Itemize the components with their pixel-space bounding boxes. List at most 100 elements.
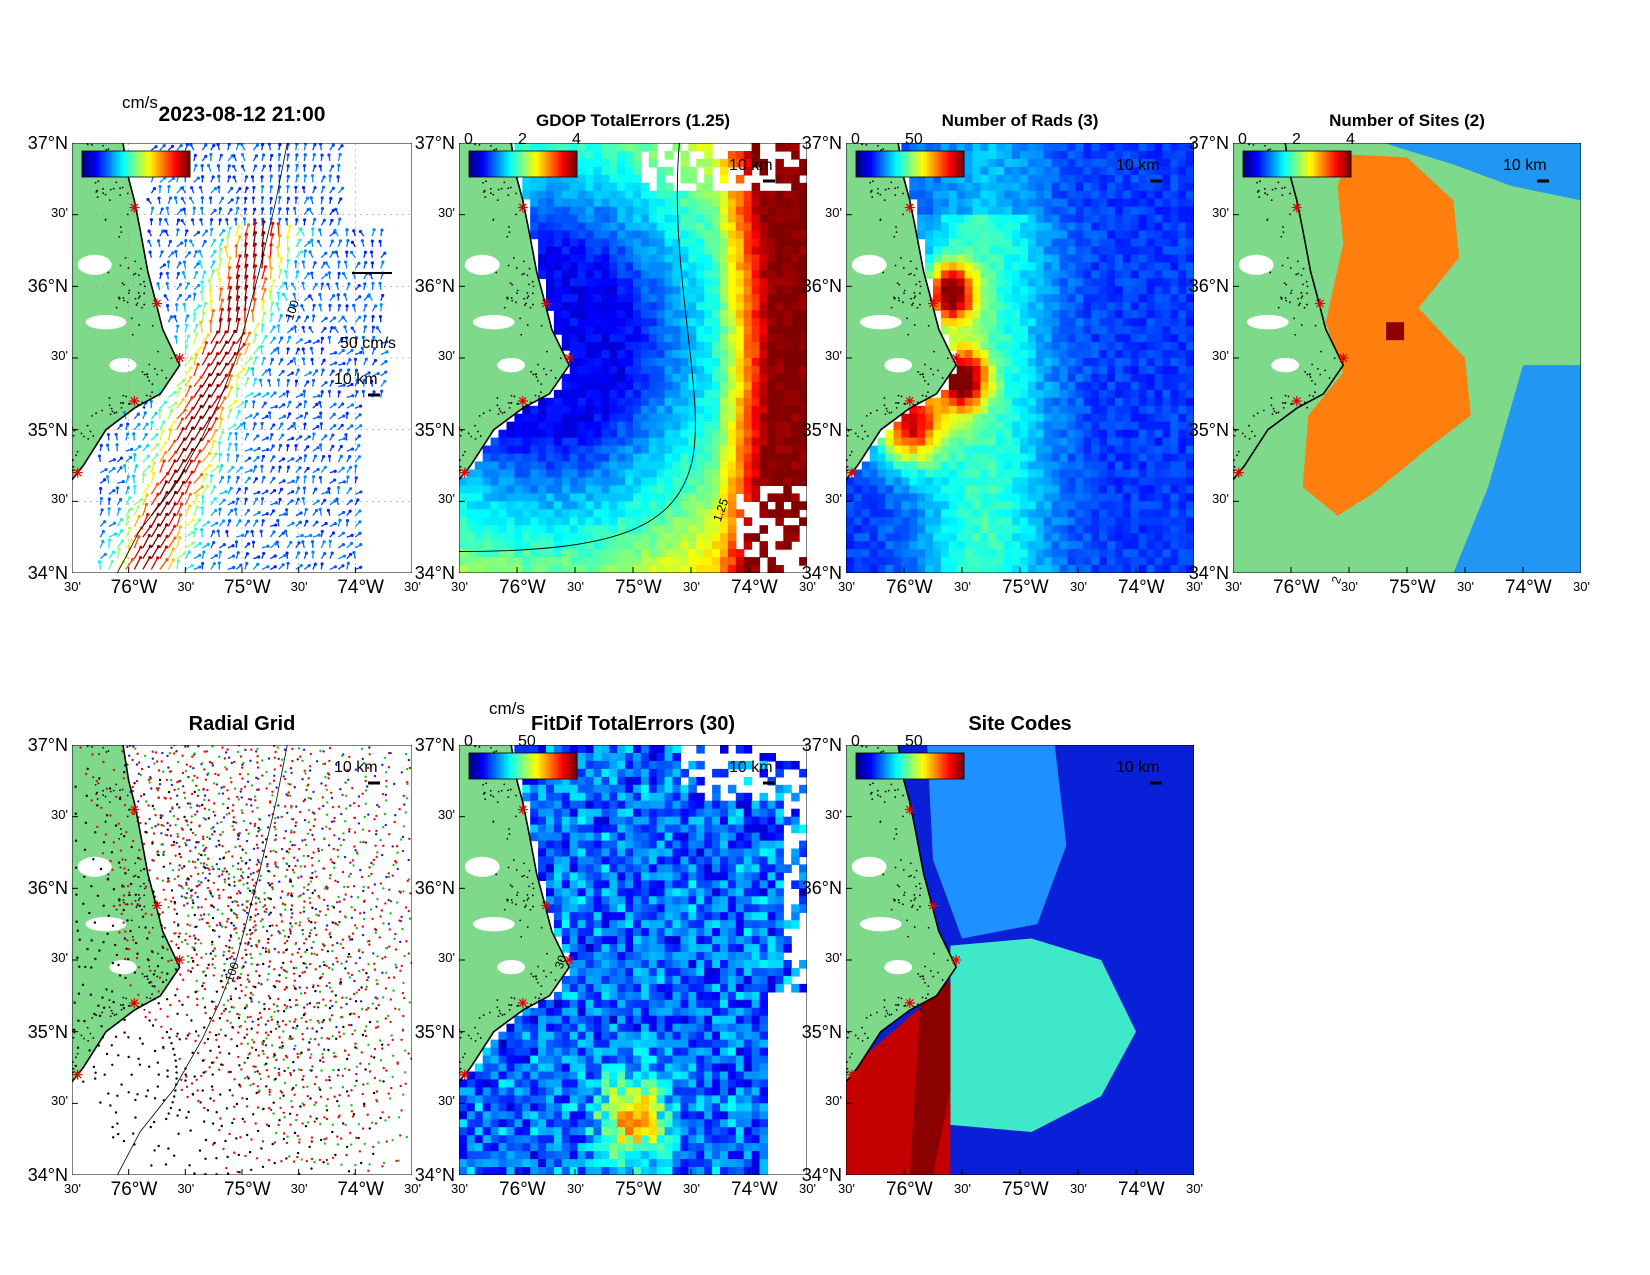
current-vector-head [324,273,328,277]
longitude-label: 30' [451,579,468,594]
heatmap-cell [948,453,958,463]
current-vector-head [297,551,301,555]
heatmap-cell [972,214,981,224]
heatmap-cell [948,509,958,518]
heatmap-cell [743,166,753,176]
heatmap-cell [688,509,697,518]
current-vector-head [212,485,217,489]
heatmap-cell [853,565,863,573]
current-vector-head [200,164,204,168]
heatmap-cell [972,143,981,152]
heatmap-cell [791,397,800,407]
current-vector-head [178,513,183,517]
heatmap-cell [791,469,800,479]
coast-detail [72,434,75,437]
current-vector-head [244,242,248,246]
heatmap-cell [751,453,761,463]
current-vector-head [220,298,225,302]
heatmap-cell [664,477,674,486]
coast-detail [497,188,500,191]
current-vector [167,492,177,506]
heatmap-cell [656,397,666,407]
current-vector [150,524,160,538]
heatmap-cell [585,166,594,176]
current-vector-head [181,271,185,275]
heatmap-cell [482,485,492,494]
current-vector [193,354,198,366]
current-vector-head [231,554,236,558]
heatmap-cell [625,254,634,264]
heatmap-cell [546,541,555,550]
heatmap-cell [585,342,594,351]
current-vector-head [261,241,265,246]
coast-detail [492,193,495,196]
heatmap-cell [791,310,800,319]
coast-detail [503,411,506,414]
current-vector-head [320,529,324,534]
heatmap-cell [972,397,981,407]
heatmap-cell [948,397,958,407]
heatmap-cell [940,206,950,216]
latitude-label: 36°N [27,276,68,297]
coast-detail [490,144,492,147]
heatmap-cell [972,206,981,216]
heatmap-cell [577,206,587,216]
current-vector-head [247,331,252,335]
current-vector-head [278,207,282,211]
heatmap-cell [546,485,555,494]
current-vector-head [185,143,190,147]
heatmap-cell [791,151,800,160]
heatmap-cell [466,517,476,526]
heatmap-cell [727,437,737,447]
heatmap-cell [625,413,634,423]
heatmap-cell [680,421,689,431]
current-vector-head [229,486,233,490]
heatmap-cell [720,397,729,407]
heatmap-cell [775,366,784,375]
heatmap-cell [775,318,784,327]
current-vector [235,376,239,387]
heatmap-cell [948,469,958,479]
heatmap-cell [940,453,950,463]
heatmap-cell [577,509,587,518]
coast-detail [121,282,124,285]
heatmap-cell [506,565,515,573]
current-vector-head [188,196,193,200]
heatmap-cell [601,453,610,463]
coast-detail [512,256,515,259]
current-vector-head [304,411,309,415]
current-vector-head [350,240,355,244]
heatmap-cell [917,469,926,479]
heatmap-cell [956,533,966,542]
current-vector-head [272,336,277,340]
heatmap-cell [727,342,737,351]
current-vector-head [358,404,363,408]
heatmap-cell [577,182,587,192]
current-vector-head [103,520,107,524]
current-vector-head [320,207,325,211]
heatmap-cell [735,405,745,415]
heatmap-cell [783,270,792,279]
current-vector [184,397,193,409]
heatmap-cell [704,310,713,319]
coast-detail [515,192,517,195]
heatmap-cell [514,485,523,494]
heatmap-cell [664,198,674,208]
heatmap-cell [727,350,737,359]
heatmap-cell [909,421,918,431]
heatmap-cell [767,262,776,271]
heatmap-cell [696,366,705,375]
heatmap-cell [530,143,539,152]
current-vector-head [211,175,215,179]
heatmap-cell [546,190,555,200]
heatmap-cell [933,278,942,287]
heatmap-cell [799,262,807,271]
heatmap-cell [751,318,761,327]
current-vector-head [194,163,198,168]
heatmap-cell [704,421,713,431]
current-vector [235,368,245,377]
current-vector-head [128,526,132,531]
coast-detail [523,272,525,275]
current-vector [176,537,181,549]
heatmap-cell [783,190,792,200]
